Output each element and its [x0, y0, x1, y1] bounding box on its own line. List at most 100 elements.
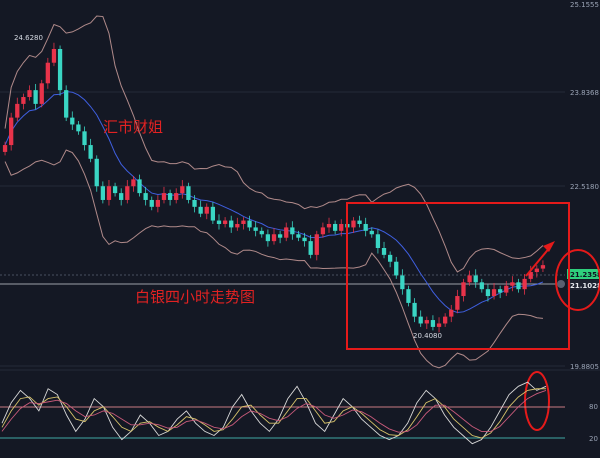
candle-body: [296, 234, 301, 238]
candle: [39, 79, 44, 108]
candle: [100, 181, 105, 204]
candle: [504, 280, 509, 297]
oscillator-series-3: [1, 389, 547, 433]
candle: [198, 200, 203, 218]
candle: [247, 215, 252, 231]
candle-body: [259, 230, 264, 235]
candle: [528, 265, 533, 283]
bollinger-upper: [4, 15, 544, 273]
candle: [125, 180, 130, 204]
candle: [57, 45, 63, 96]
candle: [320, 222, 326, 238]
candle: [21, 93, 26, 110]
candle-body: [522, 278, 527, 290]
candle: [510, 276, 515, 292]
candle-body: [516, 282, 521, 290]
candle: [534, 265, 539, 278]
candle-body: [216, 220, 222, 224]
candle: [204, 203, 209, 220]
osc-tick-80: 80: [589, 403, 598, 411]
candle: [94, 155, 99, 192]
candle-body: [82, 131, 87, 146]
candle-body: [143, 193, 148, 200]
candle: [369, 227, 374, 238]
candle-body: [33, 90, 38, 104]
last-price-label: 21.2358: [570, 271, 600, 279]
candle-body: [498, 289, 503, 293]
candle-body: [247, 220, 252, 228]
candle: [137, 174, 142, 197]
candle-body: [265, 234, 271, 242]
candle-body: [155, 199, 161, 207]
candle: [143, 186, 148, 206]
bollinger-lower: [4, 149, 544, 369]
candle: [540, 260, 546, 273]
candle-body: [473, 275, 478, 283]
candle: [424, 316, 429, 329]
candle: [418, 310, 423, 327]
candle-body: [174, 193, 179, 200]
candle-body: [27, 90, 32, 98]
candle-body: [351, 220, 356, 228]
candle-body: [436, 323, 442, 327]
candle: [88, 138, 93, 163]
candle: [119, 188, 124, 206]
ma-price-tag: 21.1028: [567, 280, 600, 290]
candle-body: [88, 145, 93, 159]
candle-body: [180, 186, 185, 194]
candle-body: [320, 227, 326, 235]
candle: [479, 278, 484, 293]
candle-body: [64, 90, 69, 118]
price-circle: [555, 249, 600, 311]
candle: [436, 317, 442, 333]
caption-label: 白银四小时走势图: [135, 288, 255, 306]
candle: [259, 227, 264, 238]
candle-body: [375, 234, 381, 248]
candle: [167, 189, 173, 206]
candle-body: [131, 179, 136, 187]
low-label: 20.4080: [413, 332, 442, 340]
candle-body: [424, 320, 429, 324]
candle-body: [528, 272, 533, 279]
candle: [381, 241, 387, 259]
candle-body: [449, 309, 454, 317]
candle: [357, 215, 362, 228]
candle: [314, 230, 319, 261]
candle-body: [467, 275, 472, 283]
candle-body: [510, 282, 515, 286]
candle-body: [112, 186, 118, 194]
arrow-head: [543, 241, 555, 252]
candle: [271, 228, 277, 245]
candle-body: [418, 316, 423, 324]
candle-body: [479, 282, 484, 290]
candle: [473, 269, 478, 288]
price-axis: 25.1555 23.8368 22.5180 19.8805: [570, 1, 599, 371]
candle: [174, 188, 179, 204]
candle-body: [186, 186, 191, 200]
candle-body: [57, 48, 63, 91]
candle: [229, 215, 234, 233]
candle: [290, 221, 295, 240]
candle-body: [491, 289, 497, 297]
alert-bell-icon[interactable]: [557, 280, 565, 288]
candle: [33, 83, 38, 110]
candle-body: [540, 265, 546, 269]
candle-body: [400, 275, 405, 290]
candle-body: [302, 237, 307, 242]
candle: [265, 229, 271, 247]
candle: [186, 182, 191, 204]
candle: [15, 97, 20, 122]
candle: [112, 182, 118, 197]
oscillator-series-2: [1, 388, 546, 439]
candle-body: [235, 223, 240, 228]
candle: [277, 230, 283, 244]
candle: [326, 217, 332, 233]
candle-body: [339, 223, 344, 231]
candle-body: [284, 227, 289, 238]
candle-body: [290, 227, 295, 235]
candle-body: [70, 117, 75, 125]
candle-body: [394, 261, 399, 276]
candle-body: [106, 186, 112, 200]
oscillator-lines: [1, 381, 547, 445]
candle-body: [167, 193, 173, 200]
